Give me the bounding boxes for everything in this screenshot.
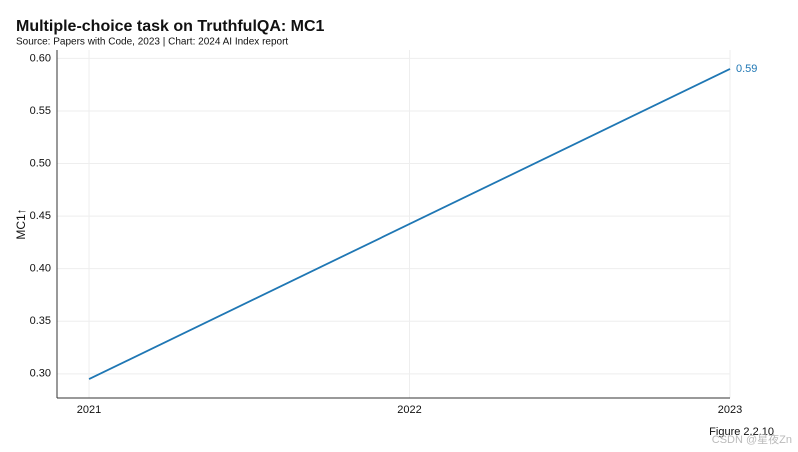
y-tick-label: 0.60 [30,52,51,64]
y-tick-label: 0.55 [30,105,51,117]
watermark: CSDN @星夜Zn [712,432,792,446]
data-label: 0.59 [736,63,757,75]
x-tick-label: 2021 [77,404,101,416]
y-axis-label: MC1↑ [14,208,28,239]
y-tick-label: 0.45 [30,210,51,222]
y-tick-label: 0.30 [30,368,51,380]
y-tick-label: 0.50 [30,157,51,169]
y-tick-label: 0.35 [30,315,51,327]
chart-subtitle: Source: Papers with Code, 2023 | Chart: … [16,37,288,48]
chart-title: Multiple-choice task on TruthfulQA: MC1 [16,18,325,35]
x-tick-label: 2022 [397,404,421,416]
y-tick-label: 0.40 [30,263,51,275]
x-tick-label: 2023 [718,404,742,416]
line [88,68,731,380]
figure-label: Figure 2.2.10 [709,426,774,438]
